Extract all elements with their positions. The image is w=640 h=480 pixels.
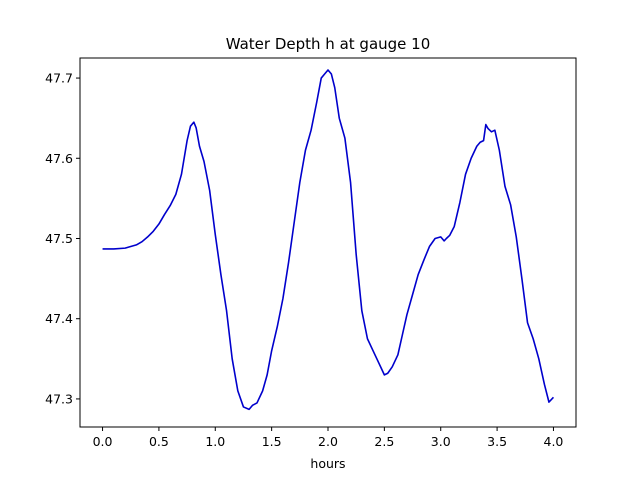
x-tick-label: 3.5 — [487, 434, 507, 449]
y-tick-label: 47.4 — [45, 311, 73, 326]
x-tick-label: 2.5 — [374, 434, 394, 449]
x-tick-label: 1.5 — [262, 434, 282, 449]
plot-frame — [79, 57, 577, 428]
x-axis: 0.0 0.5 1.0 1.5 2.0 2.5 3.0 3.5 4.0 — [93, 427, 564, 449]
x-tick-label: 0.0 — [93, 434, 113, 449]
y-axis: 47.3 47.4 47.5 47.6 47.7 — [45, 71, 80, 406]
x-tick-label: 0.5 — [149, 434, 169, 449]
x-axis-label: hours — [310, 456, 345, 471]
x-tick-label: 1.0 — [205, 434, 225, 449]
y-tick-label: 47.6 — [45, 151, 73, 166]
x-tick-label: 3.0 — [431, 434, 451, 449]
x-tick-label: 2.0 — [318, 434, 338, 449]
plot-area — [102, 69, 555, 411]
y-tick-label: 47.7 — [45, 71, 73, 86]
y-tick-label: 47.5 — [45, 231, 73, 246]
chart-title: Water Depth h at gauge 10 — [226, 35, 431, 53]
x-tick-label: 4.0 — [544, 434, 564, 449]
series-line-0 — [102, 69, 555, 411]
y-tick-label: 47.3 — [45, 391, 73, 406]
